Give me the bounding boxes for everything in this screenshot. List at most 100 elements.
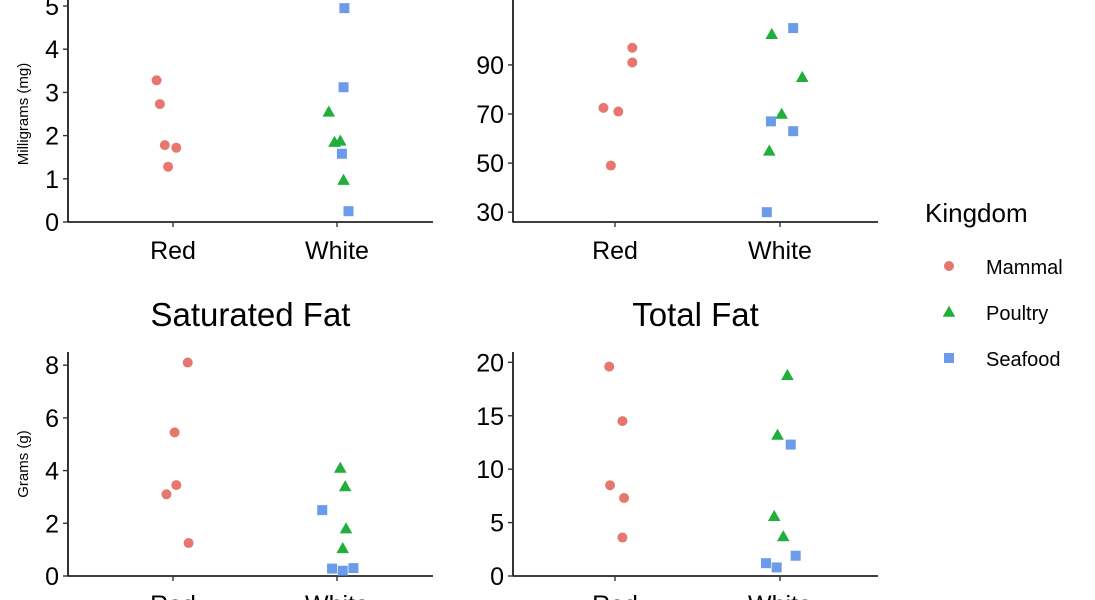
point-mammal [598, 102, 609, 113]
y-tick-label: 15 [476, 403, 504, 431]
y-tick-label: 0 [45, 209, 59, 237]
legend-item-mammal: Mammal [944, 257, 1063, 279]
point-mammal [151, 75, 162, 86]
point-poultry [336, 542, 350, 554]
point-poultry [338, 480, 352, 492]
point-seafood [760, 558, 771, 569]
point-poultry [777, 530, 790, 542]
y-tick-label: 4 [45, 458, 59, 486]
point-seafood [765, 116, 776, 127]
x-tick-label: White [748, 237, 812, 265]
point-mammal [169, 427, 180, 438]
legend-label: Mammal [986, 257, 1063, 279]
y-axis-label: Grams (g) [15, 430, 32, 498]
y-tick-label: 5 [45, 0, 59, 21]
x-tick-label: Red [592, 237, 638, 265]
point-seafood [761, 207, 772, 218]
y-tick-label: 90 [476, 52, 504, 80]
y-tick-label: 2 [45, 123, 59, 151]
y-tick-label: 2 [45, 510, 59, 538]
y-tick-label: 4 [45, 36, 59, 64]
point-mammal [605, 480, 616, 491]
point-mammal [613, 106, 624, 117]
point-mammal [183, 538, 194, 549]
data-points [598, 23, 809, 218]
point-mammal [619, 493, 630, 504]
x-tick-label: White [305, 591, 369, 600]
x-tick-label: Red [150, 237, 196, 265]
point-mammal [627, 42, 638, 53]
point-mammal [161, 489, 172, 500]
point-poultry [333, 134, 347, 146]
data-points [161, 357, 359, 576]
x-tick-label: Red [150, 591, 196, 600]
point-seafood [790, 550, 801, 561]
x-tick-label: White [305, 237, 369, 265]
point-mammal [182, 357, 193, 368]
panel-1: 0 1 2 3 4 5 Red White Milligrams (mg) [15, 0, 433, 265]
point-seafood [348, 563, 359, 574]
legend-key-square [944, 353, 954, 363]
point-mammal [617, 532, 628, 543]
panel-4: 0 5 10 15 20 Red White Total Fat [476, 296, 878, 600]
legend-item-seafood: Seafood [944, 349, 1061, 371]
point-mammal [171, 480, 182, 491]
x-tick-label: White [748, 591, 812, 600]
y-tick-label: 0 [490, 563, 504, 591]
legend-key-triangle [942, 305, 956, 317]
y-tick-label: 0 [45, 563, 59, 591]
y-tick-label: 3 [45, 79, 59, 107]
point-seafood [771, 562, 782, 573]
y-tick-label: 8 [45, 352, 59, 380]
point-poultry [333, 461, 347, 473]
legend-entries: Mammal Poultry Seafood [942, 257, 1063, 371]
point-poultry [771, 428, 784, 440]
x-tick-label: Red [592, 591, 638, 600]
point-seafood [343, 206, 354, 217]
y-tick-label: 5 [490, 510, 504, 538]
point-seafood [317, 505, 328, 516]
point-mammal [154, 99, 165, 110]
legend-key-circle [944, 261, 954, 271]
point-mammal [163, 161, 174, 172]
point-poultry [762, 144, 776, 156]
point-seafood [788, 126, 799, 137]
point-seafood [337, 565, 348, 576]
point-mammal [159, 140, 170, 151]
y-axis-label: Milligrams (mg) [15, 63, 32, 166]
data-points [151, 3, 354, 217]
point-mammal [617, 416, 628, 427]
data-points [604, 361, 801, 573]
point-mammal [605, 160, 616, 171]
point-seafood [327, 563, 338, 574]
point-poultry [767, 509, 781, 521]
point-seafood [336, 148, 347, 159]
panel-3: 0 2 4 6 8 Red White Saturated Fat Grams (g) [15, 296, 433, 600]
point-poultry [765, 27, 779, 40]
point-seafood [785, 439, 796, 450]
point-mammal [627, 57, 638, 68]
point-seafood [338, 82, 349, 93]
legend-label: Poultry [986, 303, 1048, 325]
point-poultry [322, 105, 336, 117]
y-tick-label: 70 [476, 101, 504, 129]
point-mammal [171, 142, 182, 153]
panel-2: 30 50 70 90 Red White [476, 0, 878, 265]
y-tick-label: 10 [476, 456, 504, 484]
y-tick-label: 30 [476, 199, 504, 227]
point-mammal [604, 361, 615, 372]
y-tick-label: 20 [476, 349, 504, 377]
panel-title: Saturated Fat [151, 296, 351, 333]
point-poultry [795, 70, 809, 82]
legend-item-poultry: Poultry [942, 303, 1048, 325]
point-poultry [775, 107, 788, 119]
point-seafood [339, 3, 350, 14]
legend: Kingdom Mammal Poultry Seafood [925, 198, 1063, 371]
point-poultry [337, 173, 350, 185]
point-poultry [781, 368, 794, 380]
point-seafood [788, 23, 799, 34]
y-tick-label: 50 [476, 150, 504, 178]
panel-title: Total Fat [632, 296, 759, 333]
